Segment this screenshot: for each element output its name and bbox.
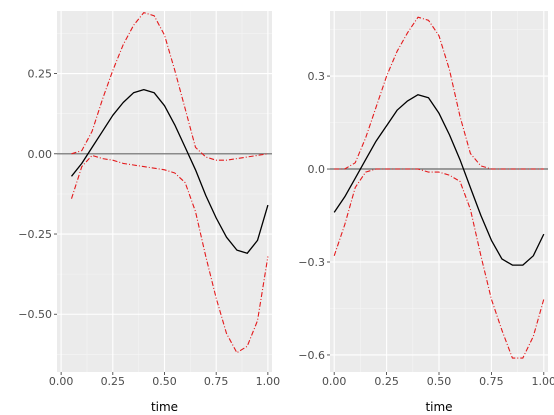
- y-tick-label: −0.25: [18, 228, 52, 241]
- x-axis-title: time: [151, 400, 178, 414]
- x-tick-label: 0.00: [322, 375, 347, 388]
- y-tick-label: 0.3: [308, 70, 326, 83]
- y-tick-label: 0.0: [308, 163, 326, 176]
- panel-1: 0.00 0.25 0.50 0.75 1.00 −0.50 −0.25 0.00 0.25 ti…: [18, 11, 280, 414]
- y-tick-label: −0.6: [298, 349, 325, 362]
- x-tick-label: 0.75: [479, 375, 504, 388]
- panel-2: 0.00 0.25 0.50 0.75 1.00 −0.6 −0.3 0.0 0.3 time: [298, 11, 554, 414]
- y-tick-label: −0.3: [298, 256, 325, 269]
- x-tick-label: 0.75: [204, 375, 229, 388]
- series-lower-line: [70, 154, 269, 354]
- series-lower-line: [333, 168, 545, 359]
- x-tick-label: 0.25: [101, 375, 126, 388]
- series-estimate-line: [70, 88, 269, 254]
- x-tick-label: 0.00: [49, 375, 74, 388]
- x-tick-label: 1.00: [256, 375, 281, 388]
- y-tick-label: −0.50: [18, 308, 52, 321]
- y-tick-label: 0.00: [28, 148, 53, 161]
- series-upper-line: [71, 12, 268, 161]
- series-upper-line: [334, 16, 544, 170]
- y-tick-label: 0.25: [28, 68, 53, 81]
- series-estimate-line: [333, 94, 545, 266]
- x-axis-title: time: [425, 400, 452, 414]
- x-tick-label: 0.50: [427, 375, 452, 388]
- x-tick-label: 0.25: [374, 375, 399, 388]
- x-tick-label: 0.50: [152, 375, 177, 388]
- x-tick-label: 1.00: [532, 375, 554, 388]
